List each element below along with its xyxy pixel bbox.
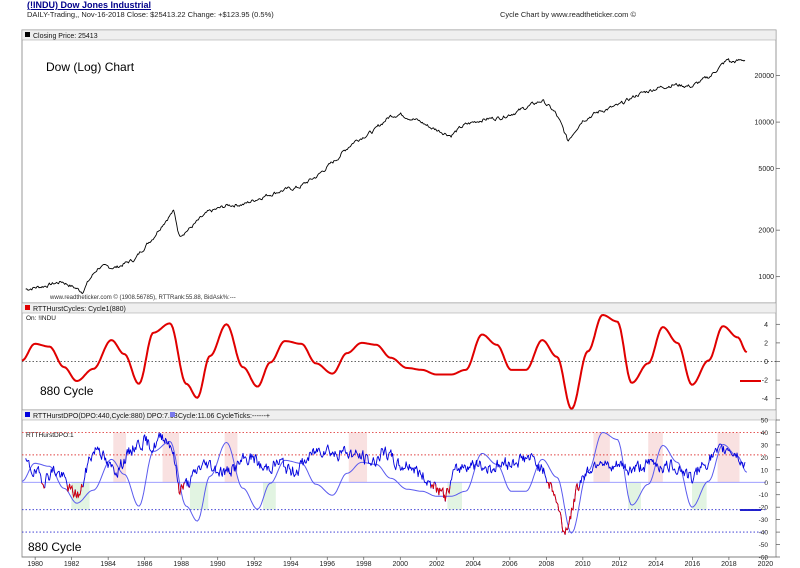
dpo-shade-high (648, 432, 663, 483)
price-annotation: Dow (Log) Chart (46, 60, 135, 74)
x-tick-label: 1990 (210, 561, 226, 568)
x-tick-label: 1982 (64, 561, 80, 568)
x-tick-label: 1996 (319, 561, 335, 568)
x-tick-label: 2006 (502, 561, 518, 568)
dpo-series-line (25, 432, 746, 536)
dpo-legend-swatch (25, 412, 30, 417)
cycle-panel-frame (21, 302, 777, 411)
cycle-y-tick-label: 2 (764, 340, 768, 347)
x-tick-label: 1980 (27, 561, 43, 568)
price-series-line (25, 58, 746, 295)
cycle-panel: RTTHurstCycles: Cycle1(880) On: !INDU 88… (21, 302, 780, 411)
price-y-tick-label: 1000 (758, 274, 774, 281)
dpo-sublegend: RTTHurstDPO:1 (26, 432, 74, 439)
cycle-legend-bar (21, 302, 777, 314)
dpo-y-tick-label: 50 (761, 418, 769, 425)
dpo-y-tick-label: 10 (761, 467, 769, 474)
symbol-title[interactable]: (!INDU) Dow Jones Industrial (27, 0, 152, 10)
price-y-tick-label: 2000 (758, 228, 774, 235)
x-tick-label: 2018 (721, 561, 737, 568)
price-y-axis: 1000 2000 5000 10000 20000 (755, 73, 780, 281)
cycle-sublegend: On: !INDU (26, 315, 56, 322)
price-legend: Closing Price: 25413 (33, 33, 98, 40)
chart-header: (!INDU) Dow Jones Industrial DAILY-Tradi… (0, 0, 800, 30)
dpo-shade-low (262, 482, 276, 510)
x-tick-label: 1998 (356, 561, 372, 568)
x-tick-label: 2004 (466, 561, 482, 568)
dpo-shade-high (593, 432, 610, 483)
price-panel: Closing Price: 25413 Dow (Log) Chart www… (21, 29, 780, 304)
dpo-y-tick-label: -30 (759, 517, 769, 524)
x-tick-label: 1988 (173, 561, 189, 568)
dpo-y-tick-label: -60 (759, 555, 769, 562)
x-tick-label: 2000 (392, 561, 408, 568)
x-tick-label: 1984 (100, 561, 116, 568)
cycle-y-tick-label: 4 (764, 322, 768, 329)
x-tick-label: 2014 (648, 561, 664, 568)
dpo-legend2: Cycle:11.06 CycleTicks:------+ (178, 413, 270, 420)
price-y-tick-label: 10000 (755, 120, 775, 127)
dpo-legend: RTTHurstDPO(DPO:440,Cycle:880) DPO:7.63 (33, 413, 178, 420)
x-tick-label: 2020 (758, 561, 774, 568)
dpo-y-tick-label: -20 (759, 505, 769, 512)
price-y-tick-label: 5000 (758, 166, 774, 173)
dpo-y-tick-label: 20 (761, 455, 769, 462)
cycle-series-line (21, 314, 748, 410)
dpo-cycle-line (21, 431, 748, 534)
credit: Cycle Chart by www.readtheticker.com © (500, 10, 636, 19)
x-tick-label: 2002 (429, 561, 445, 568)
dpo-y-tick-label: 30 (761, 442, 769, 449)
cycle-y-axis: 4 2 0 -2 -4 (22, 322, 780, 403)
dpo-y-tick-label: 40 (761, 430, 769, 437)
x-tick-label: 1992 (246, 561, 262, 568)
x-tick-label: 2012 (612, 561, 628, 568)
x-tick-label: 2010 (575, 561, 591, 568)
dpo-shade-low (189, 482, 209, 510)
dpo-y-tick-label: -40 (759, 530, 769, 537)
x-tick-label: 1986 (137, 561, 153, 568)
cycle-legend: RTTHurstCycles: Cycle1(880) (33, 306, 126, 313)
x-tick-label: 1994 (283, 561, 299, 568)
dpo-annotation: 880 Cycle (28, 540, 82, 554)
cycle-legend-swatch (25, 305, 30, 310)
x-tick-label: 2008 (539, 561, 555, 568)
cycle-y-tick-label: -2 (762, 378, 768, 385)
cycle-y-tick-label: -4 (762, 396, 768, 403)
dpo-shade-low (628, 482, 641, 510)
dpo-shade-high (113, 432, 127, 483)
dpo-y-tick-label: 0 (764, 480, 768, 487)
cycle-y-tick-label: 0 (764, 359, 768, 366)
dpo-legend2-swatch (170, 412, 175, 417)
price-legend-swatch (25, 32, 30, 37)
price-legend-bar (21, 29, 777, 41)
dpo-shade-high (348, 432, 368, 483)
dpo-legend-bar (21, 409, 777, 421)
price-panel-frame (21, 29, 777, 304)
price-footer: www.readtheticker.com © (1908.56785), RT… (49, 294, 236, 301)
cycle-annotation: 880 Cycle (40, 384, 94, 398)
price-y-tick-label: 20000 (755, 73, 775, 80)
dpo-panel: RTTHurstDPO(DPO:440,Cycle:880) DPO:7.63 … (21, 409, 780, 562)
dpo-y-tick-label: -10 (759, 492, 769, 499)
info-line: DAILY-Trading,, Nov-16-2018 Close: $2541… (27, 10, 274, 19)
dpo-y-tick-label: -50 (759, 542, 769, 549)
x-axis: 1980 1982 1984 1986 1988 1990 1992 1994 1996 1998… (22, 556, 776, 568)
dpo-y-axis: 50 40 30 20 10 0 -10 -20 -30 -40 -50 -60 (759, 418, 780, 562)
dpo-shade-high (162, 432, 180, 483)
x-tick-label: 2016 (685, 561, 701, 568)
